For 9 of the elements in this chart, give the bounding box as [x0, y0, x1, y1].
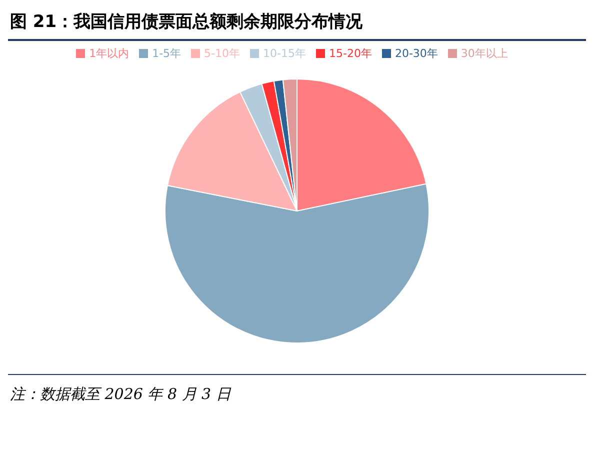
legend-label: 30年以上	[460, 47, 508, 60]
legend-label: 1年以内	[89, 47, 130, 60]
legend-label: 10-15年	[263, 47, 306, 60]
legend-label: 20-30年	[394, 47, 438, 60]
legend-label: 15-20年	[328, 47, 372, 60]
chart-title: 图 21：我国信用债票面总额剩余期限分布情况	[8, 8, 586, 41]
legend-label: 5-10年	[204, 47, 240, 60]
legend-label: 1-5年	[152, 47, 182, 60]
text: 注：数据截至 2026 年 8 月 3 日	[10, 385, 232, 404]
